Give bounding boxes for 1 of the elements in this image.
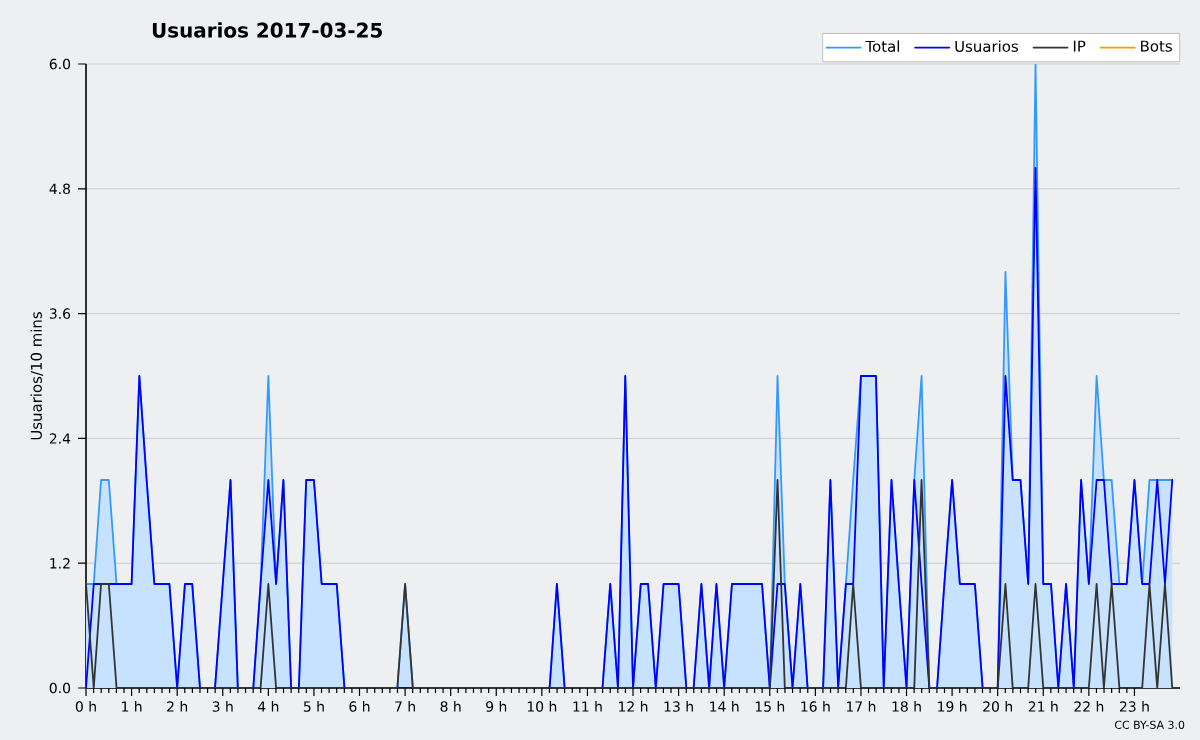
chart-title: Usuarios 2017-03-25 [152,22,382,38]
